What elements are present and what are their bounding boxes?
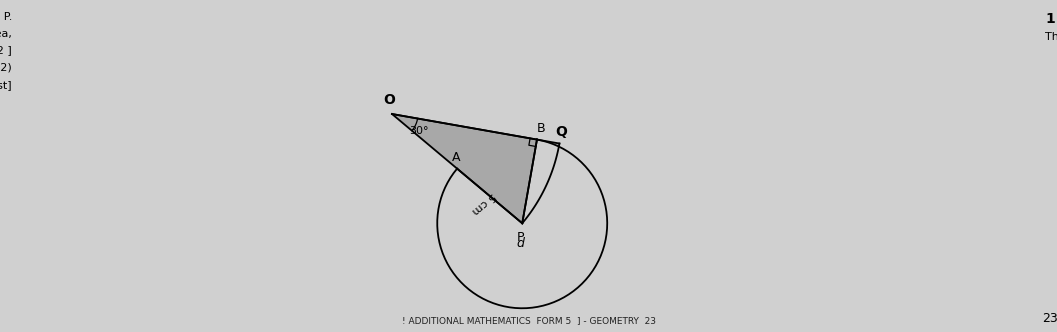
Text: The diagram shows a sector of a circle OPQ with centre O and sector APB with cen: The diagram shows a sector of a circle O…	[0, 12, 12, 22]
Text: B: B	[536, 122, 545, 134]
Text: 23: 23	[1042, 312, 1057, 325]
Text: O: O	[383, 93, 395, 107]
Polygon shape	[438, 139, 607, 308]
Polygon shape	[392, 114, 559, 223]
Text: It is given that  A  lies on  OP,  B  lies on  OQ  and triangle  OPB  is a right: It is given that A lies on OP, B lies on…	[0, 29, 12, 39]
Text: (Ans : 17.62): (Ans : 17.62)	[0, 63, 12, 73]
Text: 30°: 30°	[409, 126, 428, 136]
Text: [4 marks]   [Forecast]: [4 marks] [Forecast]	[0, 80, 12, 90]
Text: ! ADDITIONAL MATHEMATICS  FORM 5  ] - GEOMETRY  23: ! ADDITIONAL MATHEMATICS FORM 5 ] - GEOM…	[402, 316, 656, 325]
Text: in cm², of the shaded region.   [ Use  π = 3.142 ]: in cm², of the shaded region. [ Use π = …	[0, 46, 12, 56]
Text: The diagram shows a sector of a circle OPQ with centre O and sector APB with cen: The diagram shows a sector of a circle O…	[1045, 32, 1057, 42]
Text: 5 cm: 5 cm	[469, 191, 497, 216]
Text: d: d	[516, 237, 524, 250]
Text: Q: Q	[556, 124, 568, 138]
Text: P: P	[517, 231, 524, 244]
Text: A: A	[452, 151, 461, 164]
Text: 1: 1	[1045, 12, 1055, 26]
